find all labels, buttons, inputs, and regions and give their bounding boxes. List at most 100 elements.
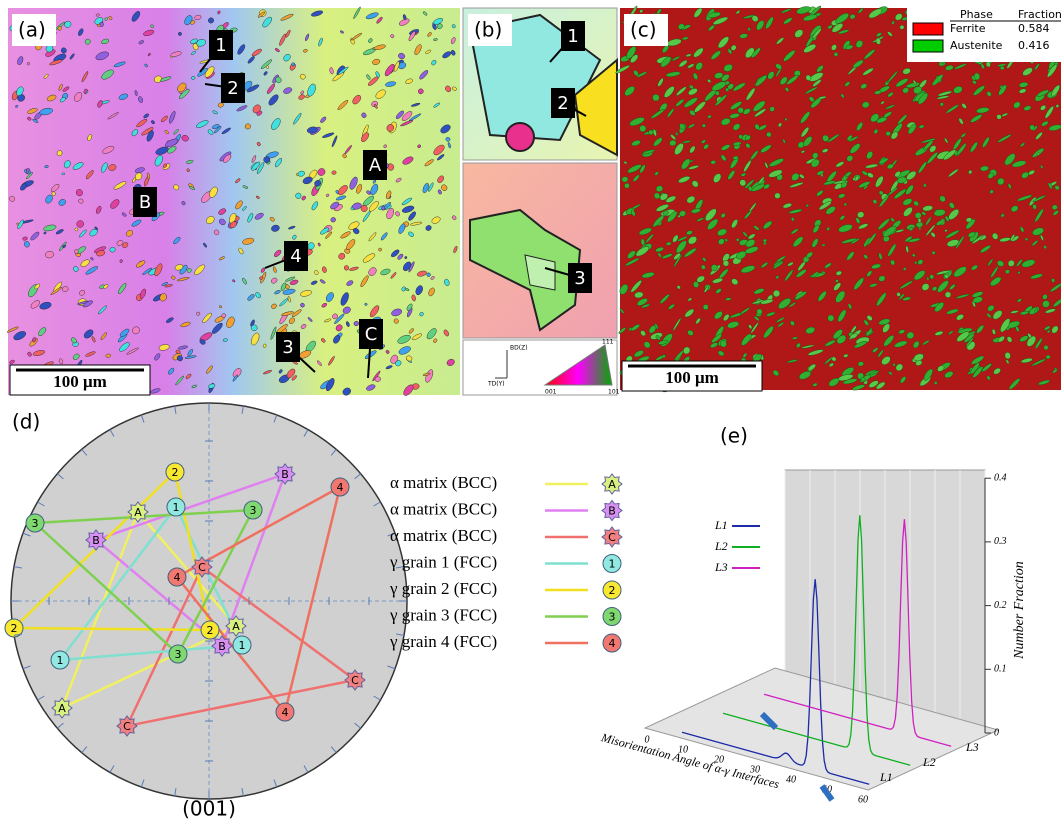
grain [271,277,278,284]
grain [375,89,386,99]
grain [987,172,994,179]
grain [173,184,180,191]
grain [440,124,451,134]
grain [310,280,318,285]
grain [843,354,849,358]
grain [670,134,677,140]
grain [944,291,952,298]
grain [384,202,392,209]
grain [408,113,422,121]
grain [229,213,237,224]
grain [757,176,765,185]
grain [257,11,266,18]
rim-tick [140,779,145,788]
grain [712,16,729,25]
grain [317,242,321,247]
grain [300,90,305,95]
grain [256,162,265,174]
grain [168,367,175,375]
grain [374,103,378,109]
grain [1043,245,1047,250]
grain [913,200,919,207]
grain [800,126,810,138]
grain [872,199,878,204]
grain [74,92,83,102]
grain [58,358,64,365]
grain [437,154,445,161]
grain [281,311,294,316]
grain [908,227,914,231]
grain [751,299,765,305]
grain [1001,112,1009,117]
grain [971,235,984,245]
grain [878,275,886,282]
grain [917,218,922,223]
grain [422,182,429,194]
grain [30,300,40,309]
grain [1022,67,1033,76]
grain [852,384,865,391]
grain [60,47,67,54]
grain [352,94,362,105]
star-marker [116,715,138,737]
grain [784,87,790,92]
grain [1035,131,1043,140]
grain [896,169,911,179]
grain [713,173,722,183]
grain [79,289,85,296]
grain [324,318,332,323]
grain [386,207,394,220]
grain [436,23,443,30]
grain [948,202,955,209]
grain [894,171,901,178]
grain [982,136,990,148]
swatch [912,39,944,53]
grain [629,117,645,126]
grain [811,271,819,278]
grain [342,306,351,314]
grain [1040,105,1047,111]
grain [335,324,343,332]
grain [818,201,832,210]
grain [49,59,63,66]
grain [923,140,934,151]
grain [1046,329,1051,334]
grain [846,251,855,261]
grain [166,317,174,323]
grain [1036,89,1050,97]
grain [662,354,666,359]
grain [767,71,775,80]
grain [320,116,327,123]
grain [805,74,812,81]
grain [202,312,212,323]
grain [188,185,196,190]
grain [904,236,913,243]
grain [739,179,747,187]
grain [428,182,434,192]
grain [408,211,416,221]
grain [891,20,895,25]
legend-text: α matrix (BCC) [390,526,497,545]
grain [740,172,747,177]
grain [648,325,657,334]
grain [302,176,313,185]
grain [718,350,725,357]
grain [718,238,725,245]
grain [788,209,803,214]
grain [971,264,978,271]
grain [335,195,347,201]
grain [783,50,796,62]
grain [185,373,192,379]
grain [61,172,66,176]
grain [329,67,334,75]
grain [1017,298,1022,303]
y-axis-title: Number Fraction [1012,561,1027,660]
marker-box [276,332,300,362]
grain [887,70,898,83]
grain [99,21,104,27]
grain [146,130,154,142]
grain [418,88,424,95]
grain [839,215,845,221]
grain [913,86,922,94]
marker: C [365,324,378,345]
